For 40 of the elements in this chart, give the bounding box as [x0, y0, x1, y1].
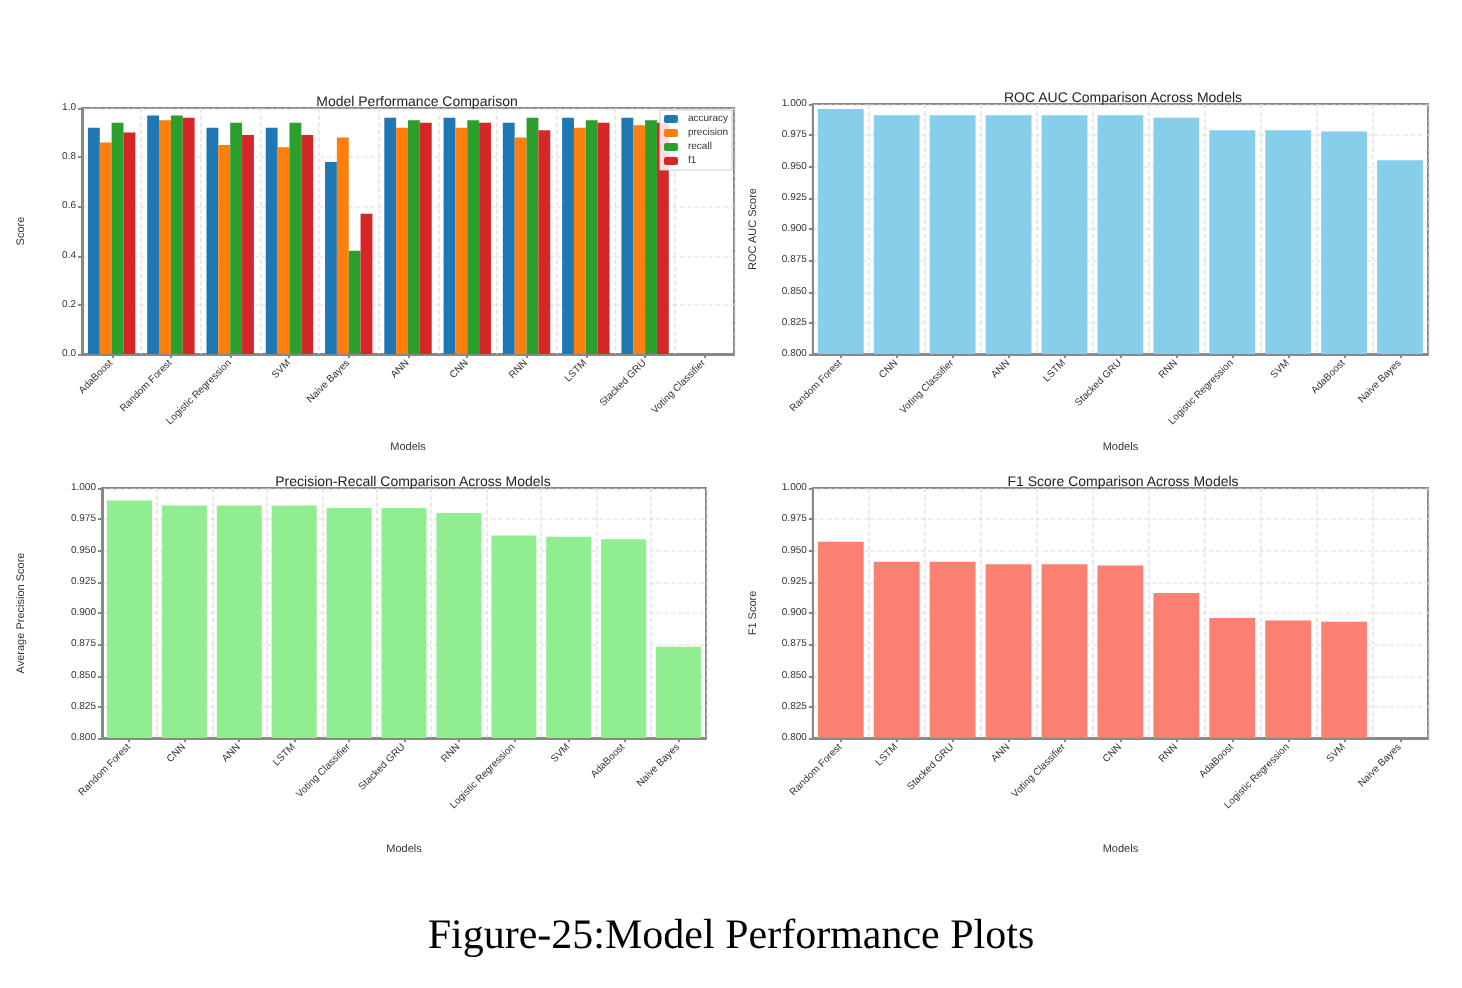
bar: [526, 117, 539, 354]
bar: [573, 127, 586, 354]
bar: [170, 115, 183, 354]
bar: [289, 122, 302, 354]
bar: [502, 122, 515, 354]
bar: [277, 147, 290, 354]
bar: [396, 127, 408, 354]
bar: [147, 115, 160, 354]
bar: [467, 120, 480, 354]
bar: [419, 122, 432, 354]
bar: [384, 117, 397, 354]
bar: [408, 120, 420, 354]
bar: [182, 117, 195, 354]
bar: [218, 144, 231, 354]
bar: [87, 127, 100, 354]
bar: [242, 135, 254, 354]
bar: [621, 117, 634, 354]
bar: [633, 125, 646, 354]
bar: [538, 130, 551, 354]
bar: [230, 122, 243, 354]
bar: [159, 120, 171, 354]
bar: [585, 120, 598, 354]
bar: [336, 137, 349, 354]
bar: [514, 137, 527, 354]
bar: [443, 117, 456, 354]
bar: [99, 142, 112, 354]
bar: [123, 132, 136, 354]
bar: [597, 122, 610, 354]
bar: [562, 117, 574, 354]
bar: [325, 162, 337, 354]
bar: [455, 127, 468, 354]
bar: [206, 127, 219, 354]
bar: [348, 250, 361, 354]
bar: [111, 122, 124, 354]
text: Figure-25:Model Performance Plots: [425, 910, 1037, 960]
bar: [301, 135, 314, 354]
bar: [645, 120, 657, 354]
bar: [360, 213, 373, 354]
bar: [265, 127, 278, 354]
bar: [479, 122, 491, 354]
